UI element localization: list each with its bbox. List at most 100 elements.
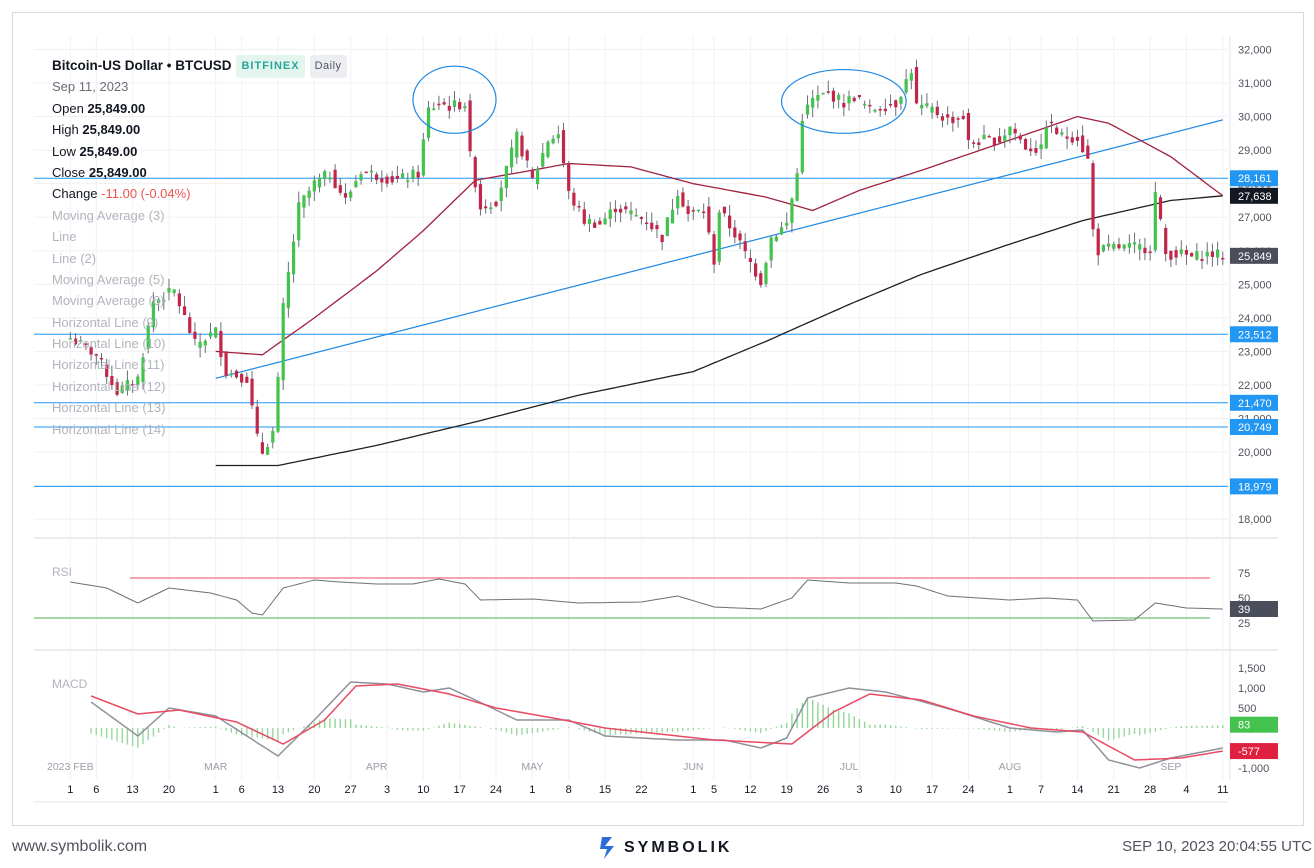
price-tick-label: 22,000: [1238, 380, 1272, 392]
candle-body: [359, 174, 363, 181]
ma-long-line: [215, 195, 1223, 467]
candle-body: [816, 94, 820, 101]
candle-body: [956, 118, 960, 120]
legend-date: Sep 11, 2023: [52, 79, 129, 95]
candle-body: [997, 136, 1002, 143]
candle-body: [297, 202, 301, 241]
interval-badge[interactable]: Daily: [309, 55, 347, 79]
exchange-badge[interactable]: BITFINEX: [236, 55, 305, 79]
study-label[interactable]: Moving Average (3): [52, 207, 165, 223]
candle-body: [214, 327, 218, 338]
candle-body: [629, 210, 633, 215]
candle-body: [764, 263, 768, 284]
date-tick-label: 7: [1038, 784, 1044, 796]
date-tick-label: 17: [454, 784, 466, 796]
candle-body: [1190, 252, 1194, 257]
date-tick-label: 6: [93, 784, 99, 796]
study-label[interactable]: Line (2): [52, 250, 97, 266]
date-tick-label: 6: [239, 784, 245, 796]
date-tick-label: 13: [272, 784, 284, 796]
rsi-tick-label: 25: [1238, 618, 1250, 630]
candle-body: [873, 109, 877, 112]
candle-body: [354, 181, 358, 188]
candle-body: [400, 173, 405, 178]
high-value: 25,849.00: [82, 122, 141, 138]
candle-body: [525, 150, 529, 161]
candle-body: [795, 173, 799, 201]
study-label[interactable]: Horizontal Line (14): [52, 421, 166, 437]
candle-body: [914, 67, 919, 104]
signal-last-tag: -577: [1238, 746, 1260, 758]
candle-body: [598, 220, 602, 225]
candle-body: [587, 219, 592, 224]
candle-body: [899, 96, 903, 104]
candle-body: [1023, 139, 1028, 150]
candle-body: [307, 190, 311, 199]
date-tick-label: 3: [856, 784, 862, 796]
study-label[interactable]: Horizontal Line (13): [52, 400, 166, 416]
candle-body: [328, 177, 332, 180]
candle-body: [977, 142, 981, 145]
candle-body: [1106, 243, 1111, 247]
month-label: MAR: [204, 761, 228, 773]
candle-body: [738, 233, 742, 241]
date-tick-label: 5: [711, 784, 717, 796]
macd-tick-label: 1,000: [1238, 683, 1266, 695]
candle-body: [105, 364, 109, 377]
month-label: AUG: [999, 761, 1022, 773]
candle-body: [1153, 192, 1157, 251]
open-label: Open: [52, 100, 84, 116]
candle-body: [1216, 249, 1220, 258]
study-label[interactable]: Line: [52, 229, 77, 245]
candle-body: [188, 317, 192, 333]
candle-body: [411, 169, 415, 179]
candle-body: [774, 236, 778, 241]
website-link[interactable]: www.symbolik.com: [12, 838, 148, 855]
study-label[interactable]: Horizontal Line (12): [52, 378, 166, 394]
date-tick-label: 1: [1007, 784, 1013, 796]
price-tick-label: 30,000: [1238, 112, 1272, 124]
candle-body: [961, 115, 965, 119]
legend-open: Open 25,849.00: [52, 98, 347, 119]
candle-body: [1008, 126, 1012, 136]
candle-body: [883, 108, 887, 112]
candle-body: [857, 94, 862, 98]
candle-body: [234, 370, 239, 378]
date-tick-label: 4: [1183, 784, 1189, 796]
candle-body: [224, 351, 228, 376]
study-label[interactable]: Moving Average (5): [52, 271, 165, 287]
candle-body: [608, 209, 612, 219]
candle-body: [572, 192, 576, 206]
study-label[interactable]: Horizontal Line (11): [52, 357, 165, 373]
study-label[interactable]: Horizontal Line (10): [52, 336, 166, 352]
candle-body: [240, 373, 244, 383]
study-label[interactable]: Moving Average (6): [52, 293, 165, 309]
month-label: SEP: [1160, 761, 1181, 773]
candle-body: [650, 222, 654, 230]
ellipse-annotation: [412, 65, 497, 134]
date-tick-label: 15: [599, 784, 611, 796]
candle-body: [733, 227, 737, 238]
candle-body: [852, 97, 856, 102]
candle-body: [380, 178, 384, 183]
date-tick-label: 10: [890, 784, 902, 796]
macd-tick-label: -1,000: [1238, 763, 1269, 775]
month-label: MAY: [521, 761, 543, 773]
candle-body: [624, 206, 628, 210]
candle-body: [1164, 228, 1168, 255]
candle-body: [717, 212, 721, 262]
candle-body: [494, 201, 498, 207]
candle-body: [1044, 127, 1048, 149]
candle-body: [1210, 251, 1215, 257]
candle-body: [1132, 242, 1137, 245]
study-label[interactable]: Horizontal Line (9): [52, 314, 159, 330]
symbolik-logo-icon: [600, 837, 614, 859]
candle-body: [68, 338, 72, 340]
candle-body: [1158, 197, 1163, 220]
candle-body: [390, 176, 394, 183]
rsi-last-tag-bg: [1230, 601, 1278, 617]
price-tick-label: 32,000: [1238, 44, 1272, 56]
price-tick-label: 27,000: [1238, 212, 1272, 224]
hline-price-tag: 28,161: [1238, 173, 1272, 185]
candle-body: [1148, 251, 1152, 254]
